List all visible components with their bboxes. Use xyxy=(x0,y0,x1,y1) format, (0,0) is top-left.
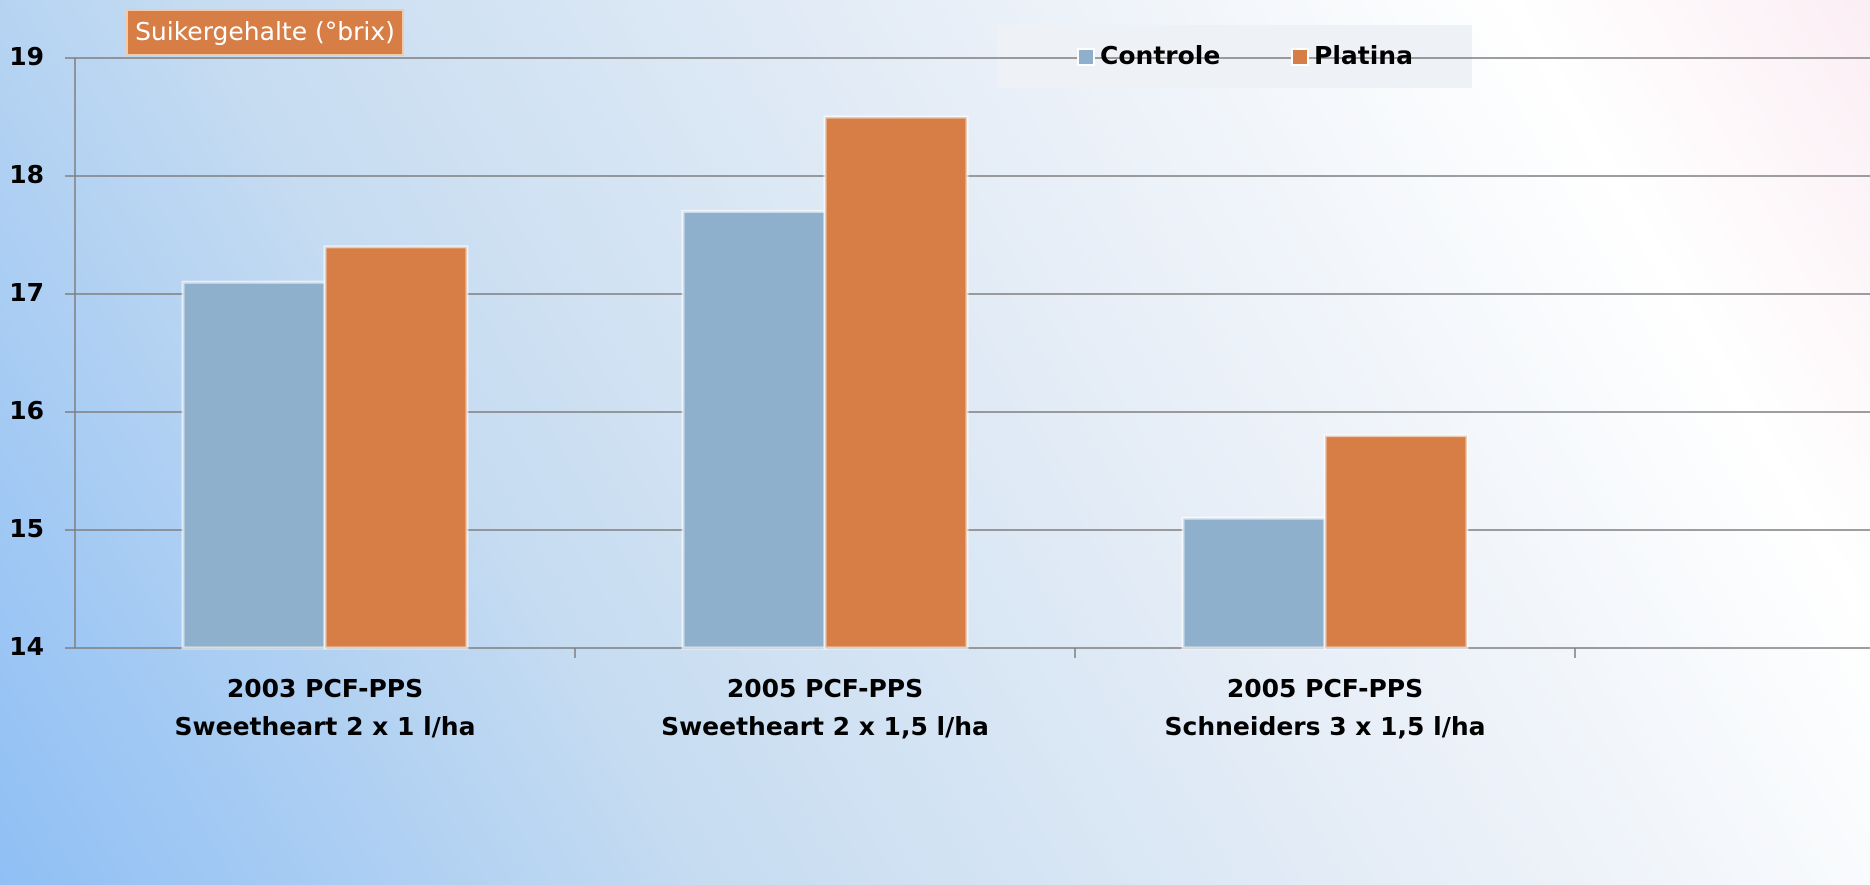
y-tick-label: 14 xyxy=(9,632,44,661)
y-tick-label: 17 xyxy=(9,278,44,307)
bar xyxy=(1181,516,1327,650)
bar xyxy=(1323,434,1469,650)
x-tick-label: 2005 PCF-PPS Schneiders 3 x 1,5 l/ha xyxy=(1164,674,1486,741)
x-tick-label: 2005 PCF-PPS Sweetheart 2 x 1,5 l/ha xyxy=(661,674,989,741)
legend-swatch xyxy=(1077,48,1095,66)
bar xyxy=(823,115,969,650)
chart-title: Suikergehalte (°brix) xyxy=(135,17,395,46)
x-tick-label: 2003 PCF-PPS Sweetheart 2 x 1 l/ha xyxy=(174,674,476,741)
legend-label: Controle xyxy=(1100,41,1220,70)
y-tick-label: 18 xyxy=(9,160,44,189)
title-box xyxy=(126,9,404,56)
y-tick-label: 19 xyxy=(9,42,44,71)
y-tick-label: 16 xyxy=(9,396,44,425)
bar xyxy=(323,245,469,650)
bar xyxy=(681,209,827,650)
y-tick-label: 15 xyxy=(9,514,44,543)
legend-label: Platina xyxy=(1314,41,1413,70)
legend-swatch xyxy=(1291,48,1309,66)
bar xyxy=(181,280,327,650)
